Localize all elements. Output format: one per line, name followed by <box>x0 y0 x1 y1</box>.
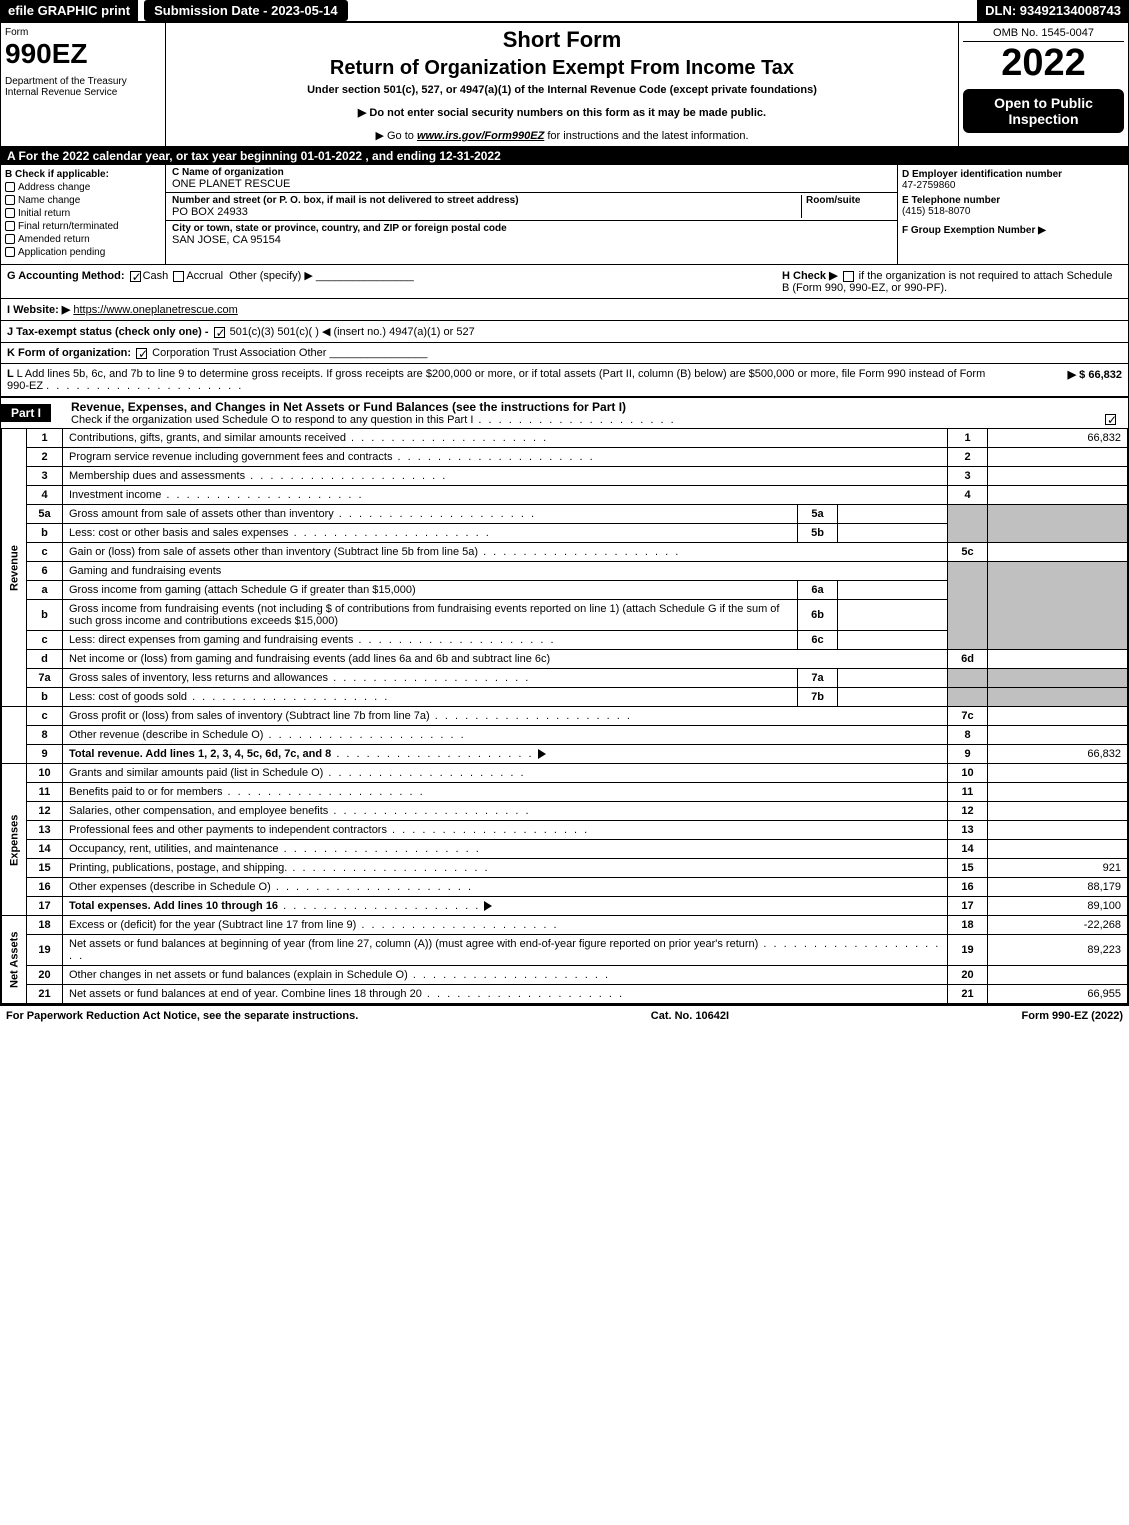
org-name-label: C Name of organization <box>172 167 891 178</box>
short-form-title: Short Form <box>170 27 954 53</box>
chk-accrual[interactable] <box>173 271 184 282</box>
form-number: 990EZ <box>5 38 161 70</box>
expenses-tab: Expenses <box>2 764 27 916</box>
department-label: Department of the Treasury Internal Reve… <box>5 76 161 98</box>
tel: (415) 518-8070 <box>902 206 1124 217</box>
chk-amended-return[interactable]: Amended return <box>5 234 161 245</box>
line-k-label: K Form of organization: <box>7 347 131 359</box>
ein-label: D Employer identification number <box>902 169 1124 180</box>
chk-corp[interactable] <box>136 348 147 359</box>
line-j-opts: 501(c)(3) 501(c)( ) ◀ (insert no.) 4947(… <box>230 326 475 338</box>
goto-link[interactable]: www.irs.gov/Form990EZ <box>417 130 544 142</box>
efile-label[interactable]: efile GRAPHIC print <box>0 0 138 21</box>
tel-label: E Telephone number <box>902 195 1124 206</box>
addr-label: Number and street (or P. O. box, if mail… <box>172 195 801 206</box>
chk-application-pending[interactable]: Application pending <box>5 247 161 258</box>
room-label: Room/suite <box>806 195 891 206</box>
do-not-enter: ▶ Do not enter social security numbers o… <box>170 106 954 119</box>
check-if-applicable: B Check if applicable: <box>5 169 161 180</box>
section-a-title: A For the 2022 calendar year, or tax yea… <box>1 147 1128 165</box>
chk-501c3[interactable] <box>214 327 225 338</box>
part-1-title: Revenue, Expenses, and Changes in Net As… <box>61 400 626 414</box>
ein: 47-2759860 <box>902 180 1124 191</box>
form-ref: Form 990-EZ (2022) <box>1022 1010 1123 1022</box>
goto-suffix: for instructions and the latest informat… <box>547 130 748 142</box>
chk-initial-return[interactable]: Initial return <box>5 208 161 219</box>
line-j-label: J Tax-exempt status (check only one) - <box>7 326 212 338</box>
return-title: Return of Organization Exempt From Incom… <box>170 57 954 80</box>
top-bar: efile GRAPHIC print Submission Date - 20… <box>0 0 1129 23</box>
chk-h[interactable] <box>843 271 854 282</box>
submission-date: Submission Date - 2023-05-14 <box>144 0 348 21</box>
chk-cash[interactable] <box>130 271 141 282</box>
part-1-label: Part I <box>1 404 51 422</box>
line-k-opts: Corporation Trust Association Other <box>152 347 326 359</box>
arrow-icon <box>484 901 492 911</box>
paperwork-notice: For Paperwork Reduction Act Notice, see … <box>6 1010 358 1022</box>
goto-prefix: ▶ Go to <box>375 130 416 142</box>
tax-year: 2022 <box>963 42 1124 85</box>
netassets-tab: Net Assets <box>2 916 27 1004</box>
under-section: Under section 501(c), 527, or 4947(a)(1)… <box>170 84 954 96</box>
chk-address-change[interactable]: Address change <box>5 182 161 193</box>
cat-no: Cat. No. 10642I <box>651 1010 729 1022</box>
goto-line: ▶ Go to www.irs.gov/Form990EZ for instru… <box>170 129 954 142</box>
page-footer: For Paperwork Reduction Act Notice, see … <box>0 1005 1129 1026</box>
org-name: ONE PLANET RESCUE <box>172 178 891 190</box>
form-word: Form <box>5 27 161 38</box>
part-1-subtitle: Check if the organization used Schedule … <box>61 414 473 426</box>
part-1-header: Part I Revenue, Expenses, and Changes in… <box>1 397 1128 428</box>
dln-label: DLN: 93492134008743 <box>977 0 1129 21</box>
column-b: B Check if applicable: Address change Na… <box>1 165 166 264</box>
line-g-label: G Accounting Method: <box>7 270 125 282</box>
line-i-label: I Website: ▶ <box>7 304 70 316</box>
arrow-icon <box>538 749 546 759</box>
website-link[interactable]: https://www.oneplanetrescue.com <box>73 304 237 316</box>
line-h-label: H Check ▶ <box>782 270 838 282</box>
city: SAN JOSE, CA 95154 <box>172 234 891 246</box>
omb-number: OMB No. 1545-0047 <box>963 27 1124 42</box>
section-a: A For the 2022 calendar year, or tax yea… <box>0 147 1129 1005</box>
column-c: C Name of organization ONE PLANET RESCUE… <box>166 165 898 264</box>
group-exemption-label: F Group Exemption Number ▶ <box>902 225 1124 236</box>
chk-name-change[interactable]: Name change <box>5 195 161 206</box>
part-1-table: Revenue 1 Contributions, gifts, grants, … <box>1 428 1128 1004</box>
form-header: Form 990EZ Department of the Treasury In… <box>0 23 1129 147</box>
chk-schedule-o[interactable] <box>1105 414 1116 425</box>
city-label: City or town, state or province, country… <box>172 223 891 234</box>
column-d: D Employer identification number 47-2759… <box>898 165 1128 264</box>
revenue-tab: Revenue <box>2 429 27 707</box>
addr: PO BOX 24933 <box>172 206 801 218</box>
line-l-amount: ▶ $ 66,832 <box>1002 368 1122 392</box>
open-public-badge: Open to Public Inspection <box>963 89 1124 133</box>
chk-final-return[interactable]: Final return/terminated <box>5 221 161 232</box>
